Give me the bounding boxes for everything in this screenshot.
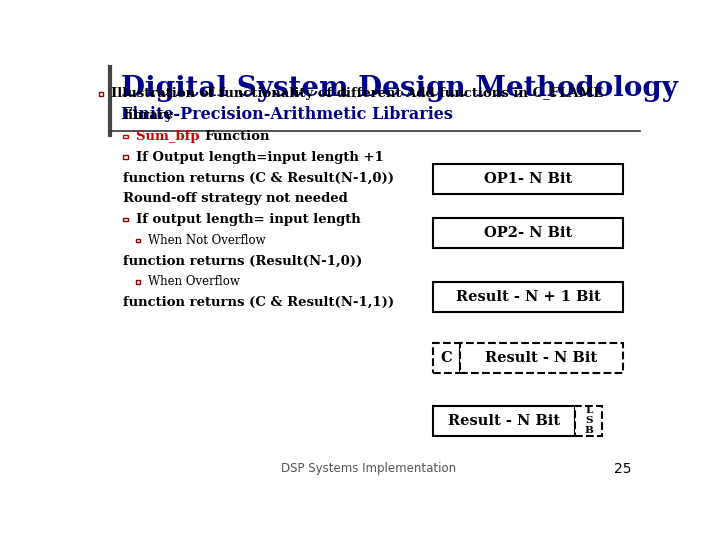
Text: Result - N Bit: Result - N Bit [449, 414, 560, 428]
Text: S: S [585, 416, 593, 425]
FancyBboxPatch shape [433, 218, 623, 248]
Text: Finite-Precision-Arithmetic Libraries: Finite-Precision-Arithmetic Libraries [121, 106, 453, 123]
Text: OP2- N Bit: OP2- N Bit [484, 226, 572, 240]
Text: When Overflow: When Overflow [148, 275, 240, 288]
Text: If output length= input length: If output length= input length [136, 213, 361, 226]
Text: When Not Overflow: When Not Overflow [148, 234, 266, 247]
Text: Sum_bfp: Sum_bfp [136, 130, 204, 143]
Text: library: library [124, 109, 173, 122]
Text: Illustration of functionality of different Add functions in C_FLAME: Illustration of functionality of differe… [111, 87, 603, 100]
FancyBboxPatch shape [433, 406, 575, 436]
Text: L: L [585, 406, 593, 415]
Text: function returns (Result(N-1,0)): function returns (Result(N-1,0)) [124, 254, 363, 267]
Text: OP1- N Bit: OP1- N Bit [484, 172, 572, 186]
Text: Result - N Bit: Result - N Bit [485, 352, 598, 366]
Text: B: B [585, 426, 593, 435]
Text: function returns (C & Result(N-1,0)): function returns (C & Result(N-1,0)) [124, 171, 395, 184]
FancyBboxPatch shape [575, 406, 602, 436]
FancyBboxPatch shape [124, 134, 128, 138]
Text: If Output length=input length +1: If Output length=input length +1 [136, 151, 384, 164]
Text: 25: 25 [613, 462, 631, 476]
FancyBboxPatch shape [99, 92, 104, 96]
Text: Function: Function [204, 130, 269, 143]
Text: Digital System Design Methodology: Digital System Design Methodology [121, 75, 678, 102]
Text: function returns (C & Result(N-1,1)): function returns (C & Result(N-1,1)) [124, 296, 395, 309]
Text: C: C [441, 352, 452, 366]
FancyBboxPatch shape [433, 282, 623, 312]
FancyBboxPatch shape [136, 239, 140, 242]
Text: DSP Systems Implementation: DSP Systems Implementation [282, 462, 456, 475]
FancyBboxPatch shape [124, 218, 128, 221]
FancyBboxPatch shape [124, 156, 128, 159]
FancyBboxPatch shape [136, 280, 140, 284]
Text: Result - N + 1 Bit: Result - N + 1 Bit [456, 290, 600, 304]
Text: Round-off strategy not needed: Round-off strategy not needed [124, 192, 348, 205]
FancyBboxPatch shape [433, 343, 460, 373]
FancyBboxPatch shape [433, 164, 623, 194]
FancyBboxPatch shape [460, 343, 623, 373]
